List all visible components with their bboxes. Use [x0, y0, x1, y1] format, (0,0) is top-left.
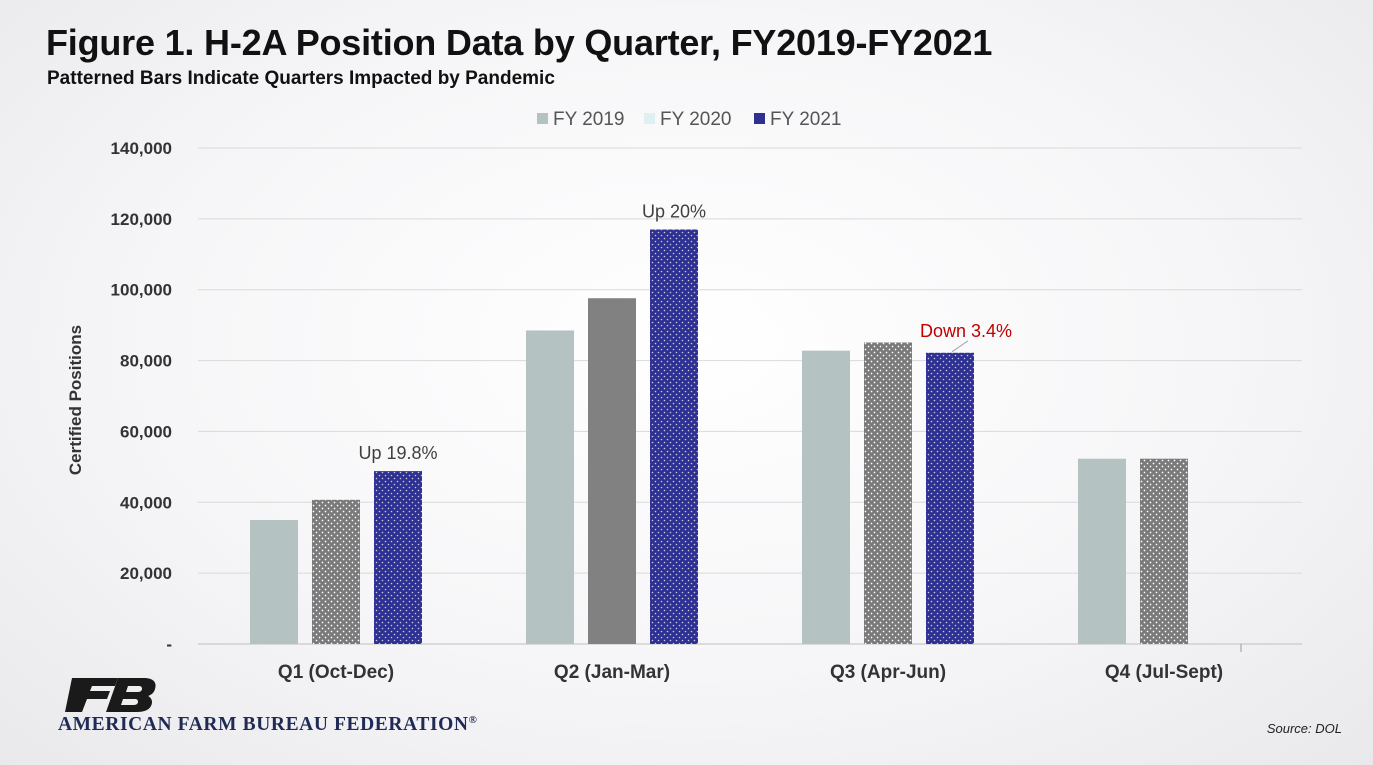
- chart-legend: FY 2019 FY 2020 FY 2021: [537, 109, 841, 130]
- chart-subtitle: Patterned Bars Indicate Quarters Impacte…: [47, 68, 555, 89]
- gridlines: [198, 147, 1302, 645]
- y-tick-label: 20,000: [120, 564, 172, 583]
- y-tick-label: 60,000: [120, 422, 172, 441]
- bar-fy2020-q4: [1140, 458, 1188, 644]
- legend-swatch: [537, 113, 548, 124]
- annotation-label: Up 19.8%: [358, 443, 437, 463]
- annotation-label: Up 20%: [642, 201, 706, 221]
- bar-fy2019-q3: [802, 350, 850, 644]
- y-tick-label: 120,000: [111, 210, 172, 229]
- bar-fy2020-q3: [864, 342, 912, 644]
- x-tick-label: Q3 (Apr-Jun): [830, 662, 946, 683]
- y-tick-label: 100,000: [111, 281, 172, 300]
- bar-fy2019-q2: [526, 330, 574, 644]
- legend-label: FY 2020: [660, 109, 731, 130]
- y-tick-label: -: [166, 635, 172, 654]
- legend-swatch: [644, 113, 655, 124]
- legend-label: FY 2021: [770, 109, 841, 130]
- bar-fy2019-q1: [250, 520, 298, 644]
- y-tick-label: 80,000: [120, 352, 172, 371]
- bars: [250, 229, 1188, 644]
- bar-fy2020-q1: [312, 499, 360, 644]
- chart-title: Figure 1. H-2A Position Data by Quarter,…: [46, 22, 993, 63]
- y-tick-label: 40,000: [120, 493, 172, 512]
- legend-swatch: [754, 113, 765, 124]
- y-axis-ticks: - 20,000 40,000 60,000 80,000 100,000 120,000 1…: [111, 139, 172, 654]
- bar-fy2021-q3: [926, 352, 974, 644]
- legend-label: FY 2019: [553, 109, 624, 130]
- bar-fy2020-q2: [588, 298, 636, 644]
- org-name: AMERICAN FARM BUREAU FEDERATION®: [58, 714, 477, 736]
- bar-fy2019-q4: [1078, 458, 1126, 644]
- annotation-leader-line: [951, 340, 969, 353]
- y-axis-label: Certified Positions: [66, 325, 85, 475]
- y-tick-label: 140,000: [111, 139, 172, 158]
- afbf-logo-icon: [65, 678, 156, 712]
- annotation-label: Down 3.4%: [920, 321, 1012, 341]
- annotations: Up 19.8% Up 20% Down 3.4%: [358, 201, 1012, 463]
- x-tick-label: Q2 (Jan-Mar): [554, 662, 670, 683]
- x-axis-ticks: Q1 (Oct-Dec) Q2 (Jan-Mar) Q3 (Apr-Jun) Q4 (…: [278, 644, 1242, 683]
- x-tick-label: Q1 (Oct-Dec): [278, 662, 394, 683]
- bar-fy2021-q1: [374, 471, 422, 644]
- x-tick-label: Q4 (Jul-Sept): [1105, 662, 1223, 683]
- registered-mark: ®: [468, 714, 478, 726]
- bar-fy2021-q2: [650, 229, 698, 644]
- source-note: Source: DOL: [1266, 721, 1342, 736]
- org-name-text: AMERICAN FARM BUREAU FEDERATION: [58, 714, 469, 735]
